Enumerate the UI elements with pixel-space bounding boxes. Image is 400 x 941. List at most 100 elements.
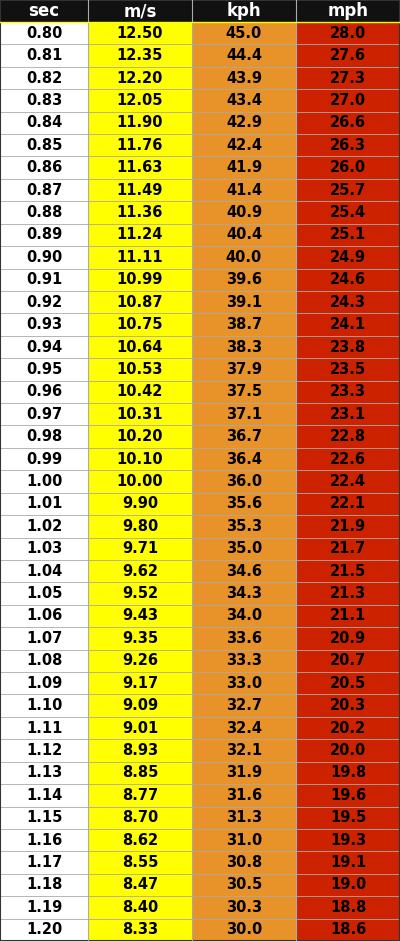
Bar (192, 112, 296, 134)
Bar (192, 291, 296, 313)
Text: 8.77: 8.77 (122, 788, 158, 803)
Text: 8.85: 8.85 (122, 765, 158, 780)
Bar (88, 247, 192, 268)
Text: 11.76: 11.76 (117, 137, 163, 152)
Text: 12.05: 12.05 (117, 93, 163, 108)
Bar (296, 22, 400, 44)
Text: 0.95: 0.95 (26, 362, 62, 377)
Bar (192, 359, 296, 380)
Bar (192, 918, 296, 941)
Bar (88, 649, 192, 672)
Text: 19.5: 19.5 (330, 810, 366, 825)
Bar (296, 784, 400, 806)
Text: 0.90: 0.90 (26, 250, 62, 264)
Bar (296, 112, 400, 134)
Text: 1.13: 1.13 (26, 765, 62, 780)
Bar (296, 605, 400, 628)
Bar (0, 582, 88, 605)
Bar (192, 22, 296, 44)
Text: 8.55: 8.55 (122, 855, 158, 870)
Bar (192, 896, 296, 918)
Text: 0.85: 0.85 (26, 137, 62, 152)
Text: 25.1: 25.1 (330, 228, 366, 243)
Text: 10.42: 10.42 (117, 384, 163, 399)
Text: 19.6: 19.6 (330, 788, 366, 803)
Text: 1.09: 1.09 (26, 676, 62, 691)
Text: 20.3: 20.3 (330, 698, 366, 713)
Text: 9.09: 9.09 (122, 698, 158, 713)
Bar (296, 515, 400, 537)
Text: 1.17: 1.17 (26, 855, 62, 870)
Text: 0.80: 0.80 (26, 25, 62, 40)
Text: 19.3: 19.3 (330, 833, 366, 848)
Bar (192, 224, 296, 247)
Text: 27.0: 27.0 (330, 93, 366, 108)
Bar (88, 493, 192, 515)
Bar (296, 806, 400, 829)
Text: 10.64: 10.64 (117, 340, 163, 355)
Text: 25.4: 25.4 (330, 205, 366, 220)
Text: 32.1: 32.1 (226, 743, 262, 758)
Text: 30.8: 30.8 (226, 855, 262, 870)
Bar (88, 22, 192, 44)
Text: 22.6: 22.6 (330, 452, 366, 467)
Text: 0.97: 0.97 (26, 407, 62, 422)
Bar (88, 336, 192, 359)
Bar (296, 313, 400, 336)
Bar (0, 717, 88, 740)
Text: 27.6: 27.6 (330, 48, 366, 63)
Bar (296, 44, 400, 67)
Text: 0.84: 0.84 (26, 116, 62, 131)
Text: 19.1: 19.1 (330, 855, 366, 870)
Text: 21.1: 21.1 (330, 609, 366, 624)
Text: 38.7: 38.7 (226, 317, 262, 332)
Bar (296, 268, 400, 291)
Bar (0, 156, 88, 179)
Bar (192, 784, 296, 806)
Text: 33.0: 33.0 (226, 676, 262, 691)
Bar (296, 470, 400, 493)
Text: 21.5: 21.5 (330, 564, 366, 579)
Text: 45.0: 45.0 (226, 25, 262, 40)
Bar (88, 806, 192, 829)
Bar (0, 560, 88, 582)
Text: 1.16: 1.16 (26, 833, 62, 848)
Bar (88, 852, 192, 874)
Text: 1.02: 1.02 (26, 518, 62, 534)
Bar (88, 268, 192, 291)
Text: 18.8: 18.8 (330, 900, 366, 915)
Text: 28.0: 28.0 (330, 25, 366, 40)
Bar (192, 694, 296, 717)
Bar (296, 224, 400, 247)
Text: 31.6: 31.6 (226, 788, 262, 803)
Text: m/s: m/s (123, 2, 157, 20)
Bar (88, 179, 192, 201)
Text: 9.35: 9.35 (122, 630, 158, 646)
Bar (0, 874, 88, 896)
Text: 8.62: 8.62 (122, 833, 158, 848)
Bar (88, 628, 192, 649)
Bar (88, 896, 192, 918)
Bar (88, 67, 192, 89)
Bar (296, 359, 400, 380)
Bar (296, 380, 400, 403)
Bar (192, 0, 296, 22)
Bar (296, 0, 400, 22)
Text: 43.4: 43.4 (226, 93, 262, 108)
Text: 41.4: 41.4 (226, 183, 262, 198)
Text: 11.63: 11.63 (117, 160, 163, 175)
Bar (0, 0, 88, 22)
Bar (88, 874, 192, 896)
Bar (0, 515, 88, 537)
Bar (192, 829, 296, 852)
Bar (0, 313, 88, 336)
Bar (0, 380, 88, 403)
Bar (0, 44, 88, 67)
Text: 40.4: 40.4 (226, 228, 262, 243)
Bar (0, 605, 88, 628)
Text: 35.0: 35.0 (226, 541, 262, 556)
Bar (192, 740, 296, 761)
Text: 0.98: 0.98 (26, 429, 62, 444)
Text: 1.01: 1.01 (26, 497, 62, 511)
Bar (296, 493, 400, 515)
